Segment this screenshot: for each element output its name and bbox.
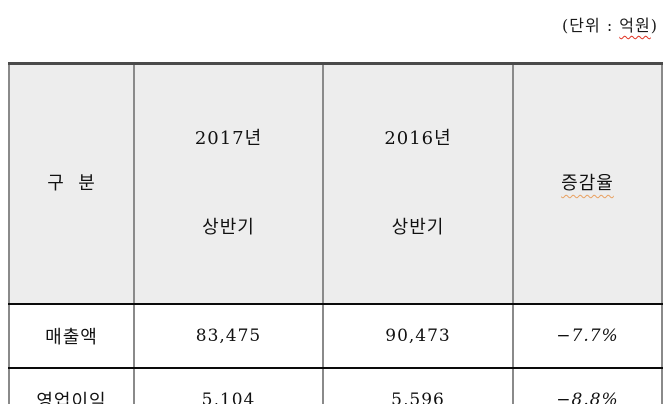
header-2016-year: 2016년 [384,128,452,150]
value-change: −8.8% [512,366,663,404]
value-change: −7.7% [512,302,663,369]
table-header-row: 구 분 2017년 상반기 2016년 상반기 증감율 [8,62,663,305]
value-2017: 5,104 [133,366,324,404]
header-2016-half: 2016년 상반기 [322,62,514,305]
unit-label-prefix: (단위 : [562,16,620,35]
unit-label-suffix: ) [650,16,658,35]
unit-label: (단위 : 억원) [562,12,658,36]
header-category: 구 분 [8,62,135,305]
row-label: 매출액 [8,302,135,369]
unit-label-term: 억원 [619,16,651,35]
value-2016: 90,473 [322,302,514,369]
header-change-rate: 증감율 [512,62,663,305]
value-2017: 83,475 [133,302,324,369]
header-2016-period: 상반기 [391,217,445,239]
header-2017-year: 2017년 [194,128,263,150]
header-2017-half: 2017년 상반기 [133,62,324,305]
header-2017-period: 상반기 [202,217,255,239]
row-label: 영업이익 [8,366,135,404]
table-row-operating-profit: 영업이익 5,104 5,596 −8.8% [8,366,663,404]
financial-table: 구 분 2017년 상반기 2016년 상반기 증감율 매출액 83,475 9… [8,62,663,404]
value-2016: 5,596 [322,366,514,404]
table-row-revenue: 매출액 83,475 90,473 −7.7% [8,302,663,369]
